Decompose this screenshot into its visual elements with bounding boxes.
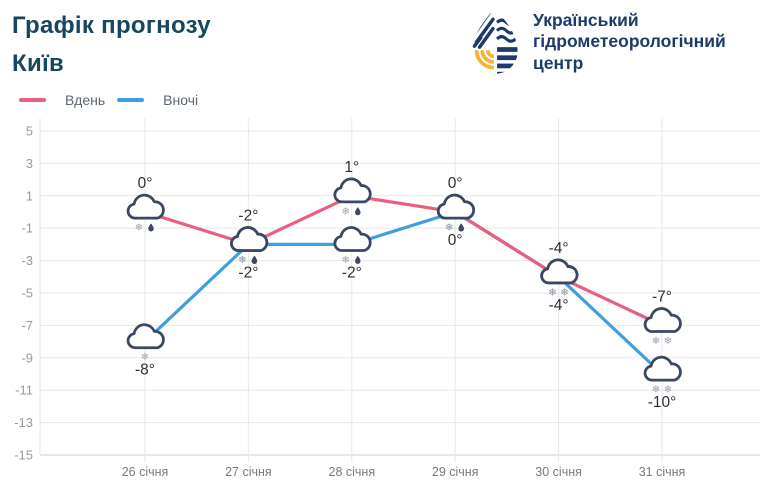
raindrop-icon [251, 255, 258, 264]
raindrop-icon [458, 223, 464, 232]
cloud-icon [126, 193, 165, 220]
night-point-label: -2° [238, 264, 258, 281]
day-point-marker[interactable]: ❄ 0° [436, 175, 476, 234]
snowflake-icon: ❄ [238, 255, 246, 266]
raindrop-icon [355, 255, 361, 264]
night-point-marker[interactable]: ❄-8° [126, 323, 165, 379]
day-point-label: 0° [138, 175, 153, 192]
snowflake-icon: ❄ [664, 384, 672, 395]
snowflake-icon: ❄ [560, 287, 568, 298]
x-axis-label: 29 січня [432, 465, 479, 479]
cloud-icon [643, 355, 682, 382]
night-point-label: -10° [648, 394, 677, 411]
y-axis-label: -13 [14, 415, 33, 430]
hydromet-logo-icon [472, 11, 518, 74]
night-line [143, 210, 664, 376]
day-point-label: -2° [238, 207, 258, 224]
day-line-swatch [19, 98, 46, 102]
raindrop-icon [148, 223, 154, 232]
night-point-marker[interactable]: ❄ ❄-10° [643, 355, 682, 411]
brand: Український гідрометеорологічний центр [466, 5, 762, 79]
page-title: Графік прогнозу [12, 12, 211, 39]
night-point-marker[interactable]: ❄-2° [333, 226, 372, 282]
night-point-label: -4° [549, 297, 569, 314]
legend-item-night[interactable]: Вночі [117, 92, 198, 108]
raindrop-icon [355, 207, 361, 216]
x-axis-label: 31 січня [639, 465, 686, 479]
day-point-marker[interactable]: ❄ ❄ -7° [643, 288, 682, 347]
snowflake-icon: ❄ [135, 222, 143, 233]
day-point-label: 1° [344, 159, 359, 176]
x-axis-label: 26 січня [122, 465, 169, 479]
cloud-icon [643, 307, 682, 333]
day-point-label: 0° [448, 175, 463, 192]
day-line [143, 194, 664, 327]
snowflake-icon: ❄ [141, 352, 149, 363]
snowflake-icon: ❄ [652, 336, 660, 347]
y-axis-label: -9 [21, 350, 33, 365]
day-point-marker[interactable]: ❄ -2° [230, 207, 269, 266]
day-point-marker[interactable]: ❄ ❄ -4° [540, 240, 579, 299]
y-axis-label: 3 [26, 156, 33, 171]
x-axis-label: 28 січня [329, 465, 376, 479]
snowflake-icon: ❄ [445, 222, 453, 233]
chart-legend: Вдень Вночі [19, 92, 198, 108]
legend-item-day[interactable]: Вдень [19, 92, 105, 108]
x-axis-label: 27 січня [225, 465, 272, 479]
day-point-marker[interactable]: ❄ 1° [333, 159, 372, 218]
y-axis-label: -1 [21, 221, 33, 236]
night-line-swatch [117, 98, 145, 102]
night-point-label: 0° [448, 232, 463, 249]
snowflake-icon: ❄ [652, 384, 660, 395]
y-axis-label: 1 [26, 188, 33, 203]
cloud-icon [540, 258, 579, 285]
legend-label-night: Вночі [163, 92, 199, 108]
snowflake-icon: ❄ [548, 287, 556, 298]
y-axis-label: -7 [21, 318, 33, 333]
night-point-label: -2° [342, 264, 362, 281]
y-axis-label: 5 [26, 123, 33, 138]
snowflake-icon: ❄ [445, 222, 453, 233]
x-axis-label: 30 січня [535, 465, 582, 479]
legend-label-day: Вдень [65, 92, 106, 108]
snowflake-icon: ❄ [548, 287, 556, 298]
cloud-icon [126, 323, 165, 350]
snowflake-icon: ❄ [238, 255, 246, 266]
snowflake-icon: ❄ [664, 336, 672, 347]
night-point-label: -8° [135, 362, 155, 379]
day-point-marker[interactable]: ❄ 0° [126, 175, 165, 234]
y-axis-label: -11 [15, 383, 33, 398]
cloud-icon [436, 193, 476, 220]
cloud-icon [230, 226, 269, 252]
cloud-icon [333, 177, 372, 204]
day-point-label: -4° [549, 240, 569, 257]
day-point-label: -7° [652, 288, 672, 305]
snowflake-icon: ❄ [342, 255, 350, 266]
snowflake-icon: ❄ [560, 287, 568, 298]
brand-name: Український гідрометеорологічний центр [533, 9, 726, 73]
y-axis-label: -15 [14, 448, 33, 463]
y-axis-label: -3 [21, 253, 33, 268]
y-axis-label: -5 [21, 285, 33, 300]
cloud-icon [333, 226, 372, 252]
snowflake-icon: ❄ [342, 206, 350, 217]
page-city: Київ [12, 50, 65, 77]
